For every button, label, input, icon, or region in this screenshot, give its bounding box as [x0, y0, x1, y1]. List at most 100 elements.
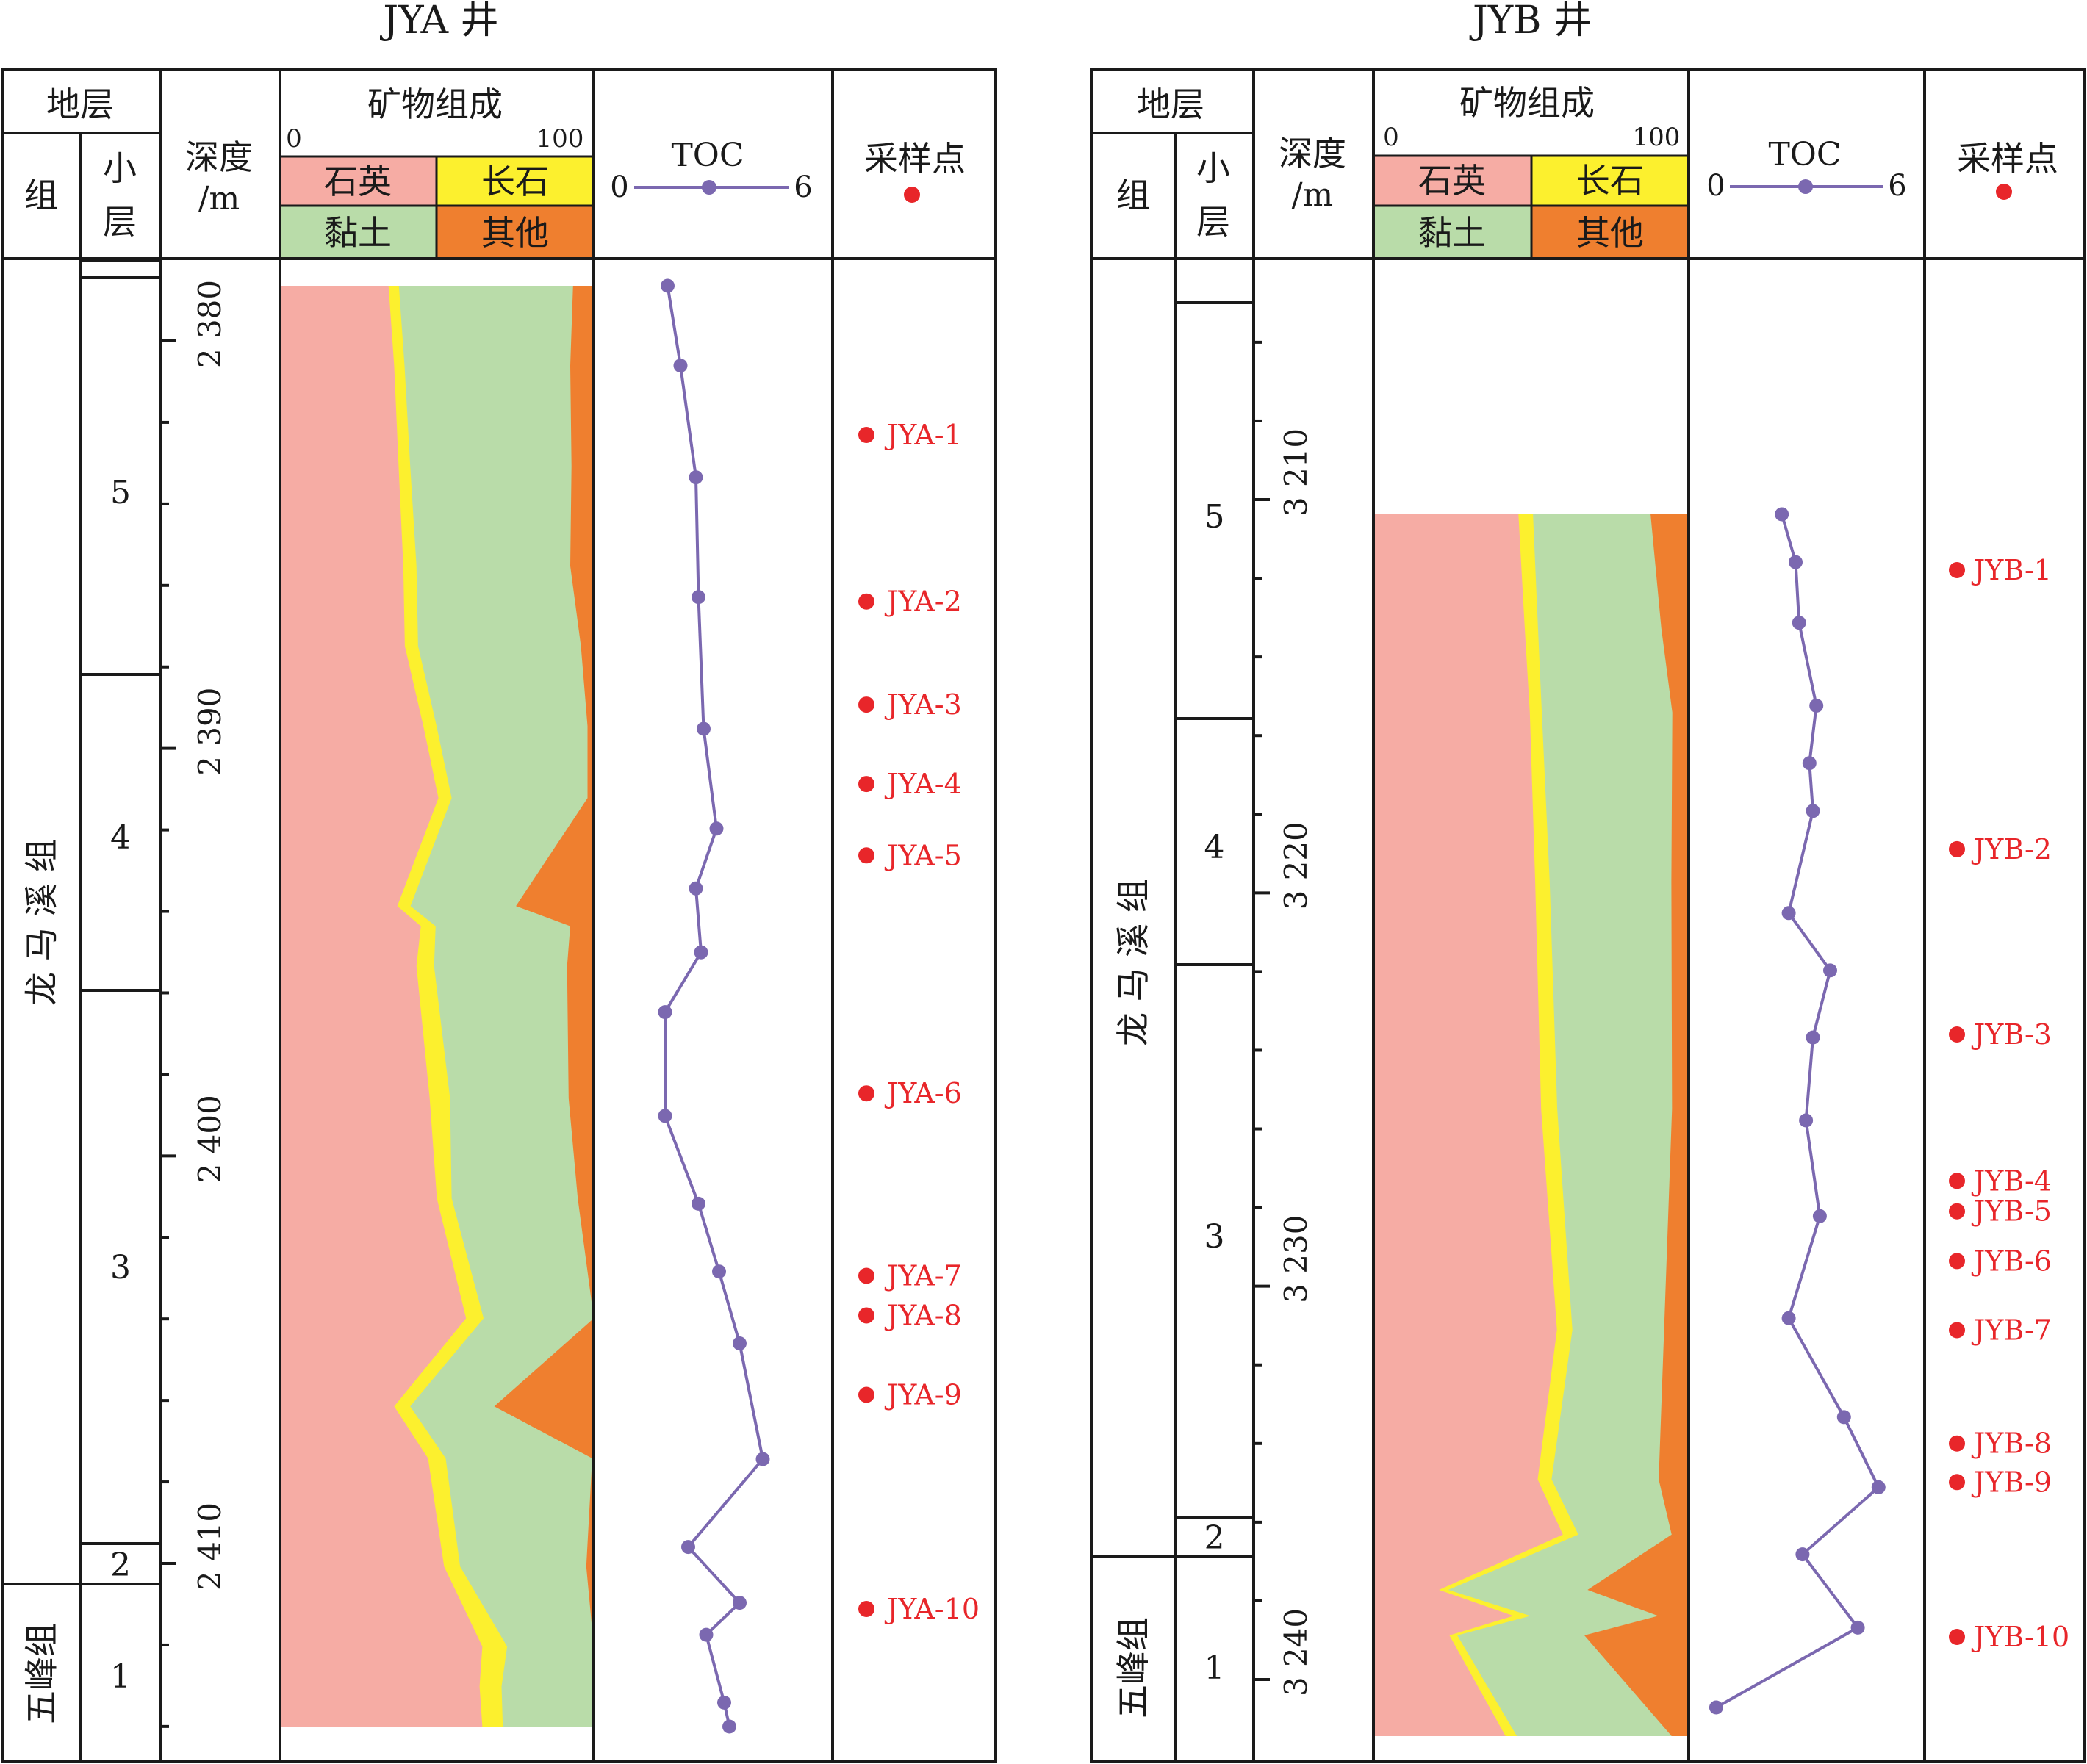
jya-depth-header-1: 深度: [185, 137, 253, 177]
jyb-mineral-max: 100: [1633, 123, 1681, 152]
jyb-mineral-quartz-area: [1373, 514, 1563, 1736]
jya-depth-tick-label: 2 390: [192, 688, 228, 776]
jyb-sample-label: JYB-7: [1971, 1314, 2052, 1347]
jyb-sample-dot: [1949, 1253, 1965, 1270]
jyb-toc-header: TOC: [1768, 136, 1841, 173]
jyb-toc-point: [1812, 1209, 1827, 1223]
jyb-toc-point: [1871, 1480, 1886, 1494]
jyb-toc-point: [1795, 1547, 1810, 1562]
jya-toc-min: 0: [610, 170, 628, 204]
jyb-formation-label: 五峰组: [1113, 1617, 1153, 1718]
jyb-quartz-legend-label: 石英: [1418, 161, 1486, 201]
jyb-sublayer-header-1: 小: [1196, 148, 1230, 188]
jya-sublayer-label: 2: [110, 1547, 131, 1584]
jya-depth-tick-label: 2 410: [192, 1502, 228, 1591]
jyb-sample-dot: [1949, 1173, 1965, 1189]
jya-toc-header: TOC: [671, 137, 744, 174]
jyb-toc-point: [1802, 756, 1817, 771]
jya-mineral-header: 矿物组成: [367, 84, 503, 124]
jya-sampling-track: JYA-1 JYA-2 JYA-3 JYA-4 JYA-5 JYA-6 JYA-7 JYA-8…: [858, 419, 980, 1625]
jyb-sample-label: JYB-2: [1971, 833, 2052, 865]
jyb-other-legend-box: [1530, 204, 1690, 260]
jya-stratum-header: 地层: [46, 84, 114, 124]
jya-toc-point: [755, 1452, 770, 1466]
jyb-sublayer-header-2: 层: [1196, 202, 1230, 242]
jyb-sublayer-label: 3: [1204, 1218, 1225, 1256]
jyb-toc-track: [1709, 507, 1886, 1715]
jyb-sublayer-label: 5: [1204, 498, 1225, 536]
jya-feldspar-legend-box: [435, 155, 595, 207]
jyb-table-frame: [1090, 68, 2086, 1763]
jya-toc-point: [733, 1336, 747, 1350]
jyb-depth-header-2: /m: [1292, 176, 1334, 214]
jya-sample-label: JYA-9: [884, 1379, 962, 1411]
jyb-sample-label: JYB-8: [1971, 1428, 2052, 1460]
jyb-sublayer-label: 2: [1204, 1519, 1225, 1557]
jya-depth-header-2: /m: [198, 180, 240, 217]
jyb-sublayer-label: 4: [1204, 829, 1225, 866]
jyb-feldspar-legend-label: 长石: [1576, 161, 1644, 201]
jyb-sample-dot: [1949, 1435, 1965, 1452]
jya-sublayer-label: 5: [110, 474, 131, 511]
jyb-sample-dot: [1949, 562, 1965, 578]
jyb-stratum-header: 地层: [1137, 84, 1204, 124]
jya-sampling-header: 采样点: [864, 139, 966, 179]
jyb-depth-tick-label: 3 240: [1278, 1608, 1314, 1696]
jyb-depth-header-1: 深度: [1279, 134, 1346, 173]
jya-sample-label: JYA-2: [884, 586, 962, 618]
jya-sample-dot: [858, 1307, 874, 1324]
jya-toc-point: [697, 721, 711, 736]
jya-sample-label: JYA-1: [884, 419, 962, 451]
jya-toc-point: [717, 1695, 731, 1710]
jyb-well-panel: JYB 井 地层 组 小 层 深度 /m 矿物组成 0 100 石英 长石 黏土…: [1090, 0, 2086, 1763]
jya-toc-point: [661, 278, 675, 293]
jyb-sample-label: JYB-6: [1971, 1245, 2052, 1277]
jya-toc-point: [681, 1540, 695, 1555]
jyb-toc-series-line: [1715, 514, 1881, 1709]
jya-sublayer-label: 4: [110, 819, 131, 857]
jyb-toc-max: 6: [1888, 169, 1906, 203]
jyb-sample-dot: [1949, 1322, 1965, 1339]
jya-sublayer-label: 3: [110, 1249, 131, 1286]
jyb-depth-tick-label: 3 230: [1278, 1215, 1314, 1303]
jyb-sample-label: JYB-5: [1971, 1195, 2052, 1228]
jyb-sample-dot: [1949, 840, 1965, 857]
jyb-sampling-legend-dot: [1996, 184, 2012, 200]
jya-toc-point: [658, 1109, 672, 1123]
jya-sublayer-header-2: 层: [103, 202, 137, 242]
jya-toc-point: [689, 881, 703, 896]
jya-mineral-min: 0: [286, 124, 302, 154]
jyb-sample-dot: [1949, 1474, 1965, 1491]
jyb-mineral-min: 0: [1383, 123, 1399, 152]
jya-toc-series-line: [664, 285, 765, 1727]
jyb-toc-point: [1806, 804, 1820, 818]
jya-mineral-composition-track: [280, 286, 594, 1727]
jyb-toc-point: [1799, 1113, 1814, 1128]
jya-depth-track: 2 380 2 390 2 400 2 410: [160, 280, 228, 1728]
jyb-depth-track: 3 210 3 220 3 230 3 240: [1254, 340, 1314, 1696]
jya-sample-dot: [858, 1267, 874, 1284]
jya-formation-label: 五峰组: [22, 1623, 62, 1724]
jyb-mineral-composition-track: [1373, 514, 1689, 1736]
jyb-other-legend-label: 其他: [1576, 213, 1644, 253]
jya-sublayer-header-1: 小: [103, 148, 137, 188]
jya-toc-point: [694, 945, 708, 960]
jyb-mineral-header: 矿物组成: [1459, 83, 1595, 123]
jyb-sample-dot: [1949, 1203, 1965, 1220]
jya-sample-dot: [858, 1601, 874, 1617]
jyb-sampling-header: 采样点: [1957, 139, 2058, 179]
jya-sample-label: JYA-8: [884, 1300, 962, 1332]
jya-toc-point: [689, 470, 703, 485]
jya-formation-header: 组: [24, 176, 58, 215]
jya-table-frame: [1, 68, 997, 1763]
jyb-toc-point: [1850, 1620, 1865, 1635]
jya-well-title: JYA 井: [379, 0, 498, 43]
jyb-formation-label: 龙 马 溪 组: [1113, 879, 1153, 1046]
jyb-outer-border: [1090, 68, 2086, 1763]
jyb-formation-header: 组: [1116, 176, 1150, 215]
jya-sample-label: JYA-10: [884, 1593, 980, 1625]
